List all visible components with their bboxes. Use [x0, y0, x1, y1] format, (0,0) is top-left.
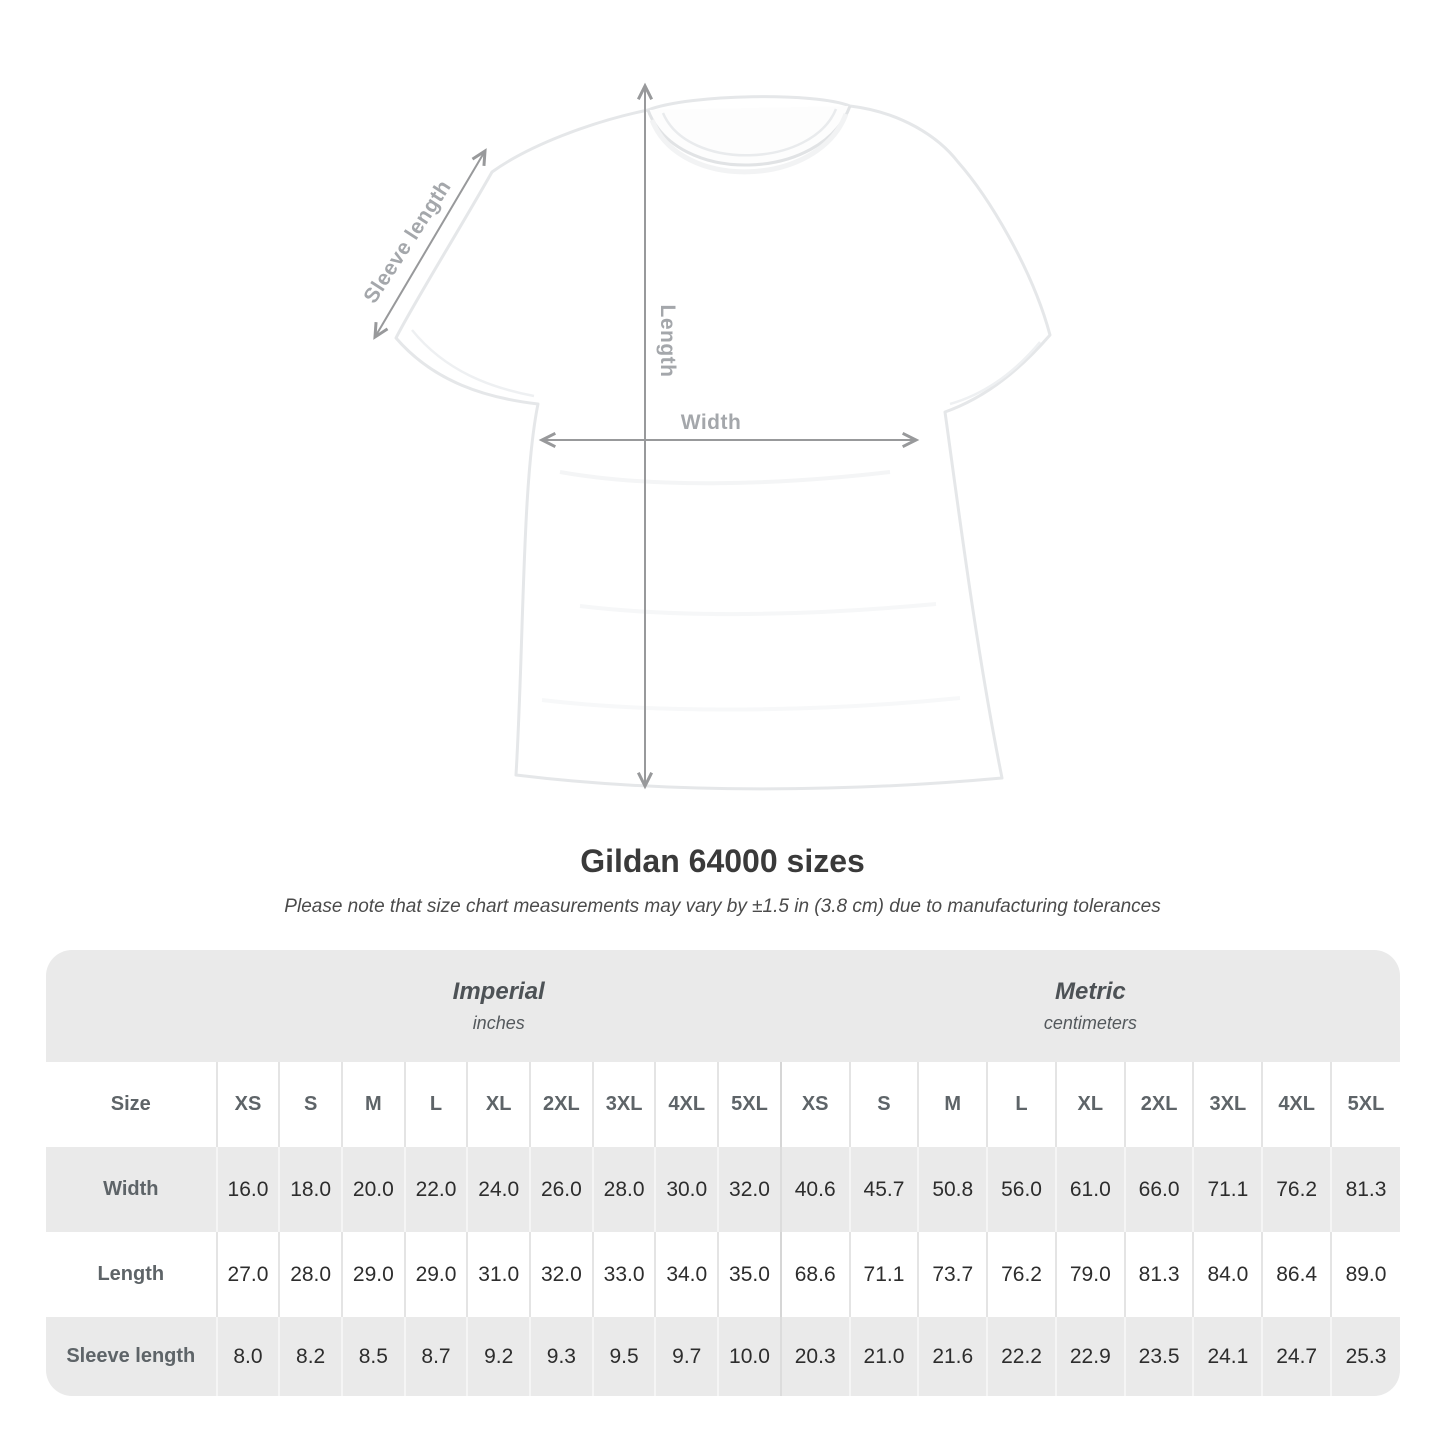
tshirt-image	[394, 95, 1052, 791]
measurement-row: Width 16.0 18.0 20.0 22.0 24.0 26.0 28.0 30.0 32.…	[46, 1147, 1400, 1232]
cell-metric: 22.9	[1054, 1317, 1125, 1396]
cell-metric: 61.0	[1054, 1147, 1125, 1232]
cell-metric: 89.0	[1330, 1232, 1400, 1317]
cell-metric: 21.6	[917, 1317, 988, 1396]
cell-metric: 25.3	[1330, 1317, 1400, 1396]
cell-imperial: 8.5	[340, 1317, 405, 1396]
column-header-imperial-xs: XS	[215, 1062, 280, 1147]
column-header-metric-m: M	[917, 1062, 988, 1147]
column-header-metric-xl: XL	[1054, 1062, 1125, 1147]
cell-metric: 66.0	[1123, 1147, 1194, 1232]
cell-metric: 81.3	[1330, 1147, 1400, 1232]
imperial-section-header: Imperial inches	[217, 950, 781, 1062]
metric-unit: centimeters	[1043, 1013, 1137, 1033]
cell-imperial: 8.7	[403, 1317, 468, 1396]
cell-metric: 76.2	[986, 1232, 1056, 1317]
column-header-metric-4xl: 4XL	[1261, 1062, 1332, 1147]
metric-title: Metric	[1055, 978, 1126, 1005]
cell-imperial: 10.0	[717, 1317, 781, 1396]
cell-metric: 73.7	[917, 1232, 988, 1317]
cell-metric: 50.8	[917, 1147, 988, 1232]
cell-metric: 23.5	[1123, 1317, 1194, 1396]
metric-section-header: Metric centimeters	[781, 950, 1400, 1062]
cell-imperial: 35.0	[717, 1232, 781, 1317]
cell-metric: 71.1	[1192, 1147, 1263, 1232]
page-title: Gildan 64000 sizes	[580, 843, 865, 879]
cell-metric: 40.6	[779, 1147, 850, 1232]
cell-imperial: 16.0	[215, 1147, 280, 1232]
cell-metric: 71.1	[848, 1232, 919, 1317]
column-header-imperial-m: M	[340, 1062, 405, 1147]
column-header-metric-3xl: 3XL	[1192, 1062, 1263, 1147]
cell-imperial: 31.0	[466, 1232, 531, 1317]
column-header-imperial-3xl: 3XL	[591, 1062, 656, 1147]
cell-metric: 76.2	[1261, 1147, 1332, 1232]
cell-imperial: 18.0	[278, 1147, 342, 1232]
row-label: Length	[97, 1263, 165, 1285]
column-header-metric-5xl: 5XL	[1330, 1062, 1400, 1147]
column-header-imperial-2xl: 2XL	[529, 1062, 593, 1147]
measurement-row: Length 27.0 28.0 29.0 29.0 31.0 32.0 33.0 34.0 35…	[46, 1232, 1400, 1317]
imperial-title: Imperial	[452, 978, 545, 1005]
cell-imperial: 9.3	[529, 1317, 593, 1396]
cell-metric: 24.7	[1261, 1317, 1332, 1396]
cell-metric: 20.3	[779, 1317, 850, 1396]
column-header-imperial-5xl: 5XL	[717, 1062, 781, 1147]
cell-imperial: 9.5	[591, 1317, 656, 1396]
cell-metric: 22.2	[986, 1317, 1056, 1396]
cell-imperial: 9.2	[466, 1317, 531, 1396]
cell-imperial: 29.0	[403, 1232, 468, 1317]
size-header-row: Size XS S M L XL 2XL 3XL 4XL 5XL XS S M L XL 2XL 3XL 4XL…	[46, 1062, 1400, 1147]
row-label: Width	[103, 1178, 159, 1200]
tshirt-diagram	[0, 0, 1052, 791]
column-header-metric-2xl: 2XL	[1123, 1062, 1194, 1147]
units-header-row: Imperial inches Metric centimeters	[46, 950, 1400, 1062]
cell-imperial: 22.0	[403, 1147, 468, 1232]
cell-metric: 24.1	[1192, 1317, 1263, 1396]
column-header-imperial-xl: XL	[466, 1062, 531, 1147]
size-header-cell: Size	[110, 1093, 151, 1115]
cell-imperial: 34.0	[654, 1232, 719, 1317]
row-label: Sleeve length	[66, 1345, 196, 1367]
cell-metric: 84.0	[1192, 1232, 1263, 1317]
cell-imperial: 8.2	[278, 1317, 342, 1396]
column-header-imperial-4xl: 4XL	[654, 1062, 719, 1147]
tolerance-note: Please note that size chart measurements…	[284, 896, 1161, 917]
cell-metric: 81.3	[1123, 1232, 1194, 1317]
column-header-metric-l: L	[986, 1062, 1056, 1147]
column-header-metric-xs: XS	[779, 1062, 850, 1147]
size-table-grid: Imperial inches Metric centimeters Size …	[46, 950, 1400, 1396]
cell-metric: 45.7	[848, 1147, 919, 1232]
cell-imperial: 29.0	[340, 1232, 405, 1317]
cell-metric: 68.6	[779, 1232, 850, 1317]
cell-imperial: 24.0	[466, 1147, 531, 1232]
cell-imperial: 32.0	[529, 1232, 593, 1317]
cell-metric: 86.4	[1261, 1232, 1332, 1317]
column-header-metric-s: S	[848, 1062, 919, 1147]
cell-imperial: 28.0	[278, 1232, 342, 1317]
corner-cell	[46, 950, 217, 1062]
cell-imperial: 33.0	[591, 1232, 656, 1317]
cell-imperial: 26.0	[529, 1147, 593, 1232]
sleeve-length-arrow	[375, 151, 485, 337]
cell-imperial: 28.0	[591, 1147, 656, 1232]
imperial-unit: inches	[472, 1013, 525, 1033]
cell-imperial: 9.7	[654, 1317, 719, 1396]
size-table: Imperial inches Metric centimeters Size …	[46, 950, 1400, 1396]
cell-imperial: 27.0	[215, 1232, 280, 1317]
cell-metric: 21.0	[848, 1317, 919, 1396]
column-header-imperial-l: L	[403, 1062, 468, 1147]
column-header-imperial-s: S	[278, 1062, 342, 1147]
cell-imperial: 30.0	[654, 1147, 719, 1232]
cell-metric: 79.0	[1054, 1232, 1125, 1317]
cell-imperial: 32.0	[717, 1147, 781, 1232]
cell-imperial: 20.0	[340, 1147, 405, 1232]
cell-imperial: 8.0	[215, 1317, 280, 1396]
cell-metric: 56.0	[986, 1147, 1056, 1232]
measurement-row: Sleeve length 8.0 8.2 8.5 8.7 9.2 9.3 9.5 9.7 10.…	[46, 1317, 1400, 1396]
